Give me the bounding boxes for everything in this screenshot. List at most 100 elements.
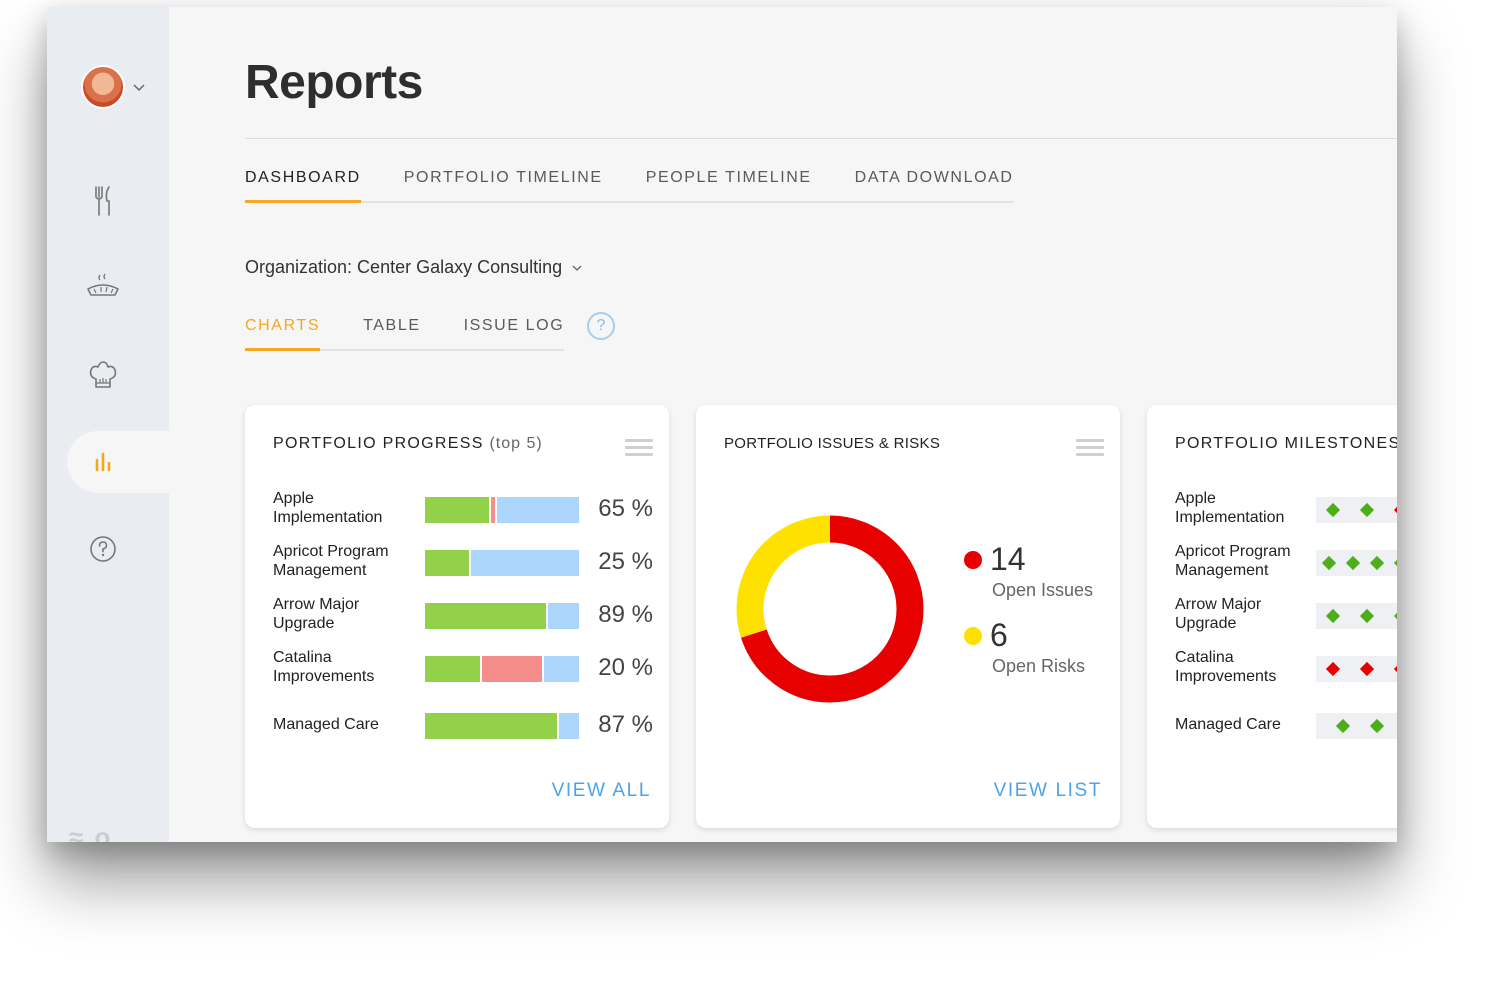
project-name: Apricot Program Management (273, 543, 389, 579)
progress-segment-remaining (471, 550, 579, 576)
project-name: Catalina Improvements (1175, 649, 1277, 685)
tab-people-timeline[interactable]: PEOPLE TIMELINE (645, 169, 812, 186)
progress-segment-late (481, 656, 544, 682)
milestone-diamond-icon (1359, 502, 1375, 518)
project-name: Managed Care (273, 716, 379, 733)
milestone-row[interactable]: Catalina Improvements (1175, 648, 1397, 688)
progress-segment-remaining (548, 603, 579, 629)
milestone-row[interactable]: Arrow Major Upgrade (1175, 595, 1397, 635)
chevron-down-icon[interactable] (131, 79, 147, 95)
open-risks-count: 6 (990, 617, 1008, 653)
project-name: Apple Implementation (1175, 490, 1285, 526)
progress-segment-done (425, 713, 559, 739)
progress-bar (425, 713, 579, 739)
milestone-track (1316, 603, 1397, 629)
help-button[interactable]: ? (587, 312, 615, 340)
progress-row[interactable]: Catalina Improvements 20 % (273, 648, 653, 688)
yellow-dot-icon (964, 626, 982, 645)
portfolio-progress-card: PORTFOLIO PROGRESS (top 5) Apple Impleme… (245, 405, 669, 828)
divider (245, 138, 1397, 139)
sub-tab-bar: CHARTS TABLE ISSUE LOG (245, 317, 565, 351)
open-issues-count: 14 (990, 541, 1026, 577)
main-tab-bar: DASHBOARD PORTFOLIO TIMELINE PEOPLE TIME… (245, 169, 1014, 203)
tab-portfolio-timeline[interactable]: PORTFOLIO TIMELINE (403, 169, 603, 186)
milestone-diamond-icon (1325, 661, 1341, 677)
milestone-row[interactable]: Apple Implementation (1175, 489, 1397, 529)
project-name: Apple Implementation (273, 490, 383, 526)
main-content: Reports DASHBOARD PORTFOLIO TIMELINE PEO… (245, 7, 1397, 842)
card-subtitle: (top 5) (489, 435, 543, 452)
risks-legend-item: 6 Open Risks (964, 617, 1085, 677)
hamburger-menu-icon[interactable] (1076, 439, 1104, 459)
organization-select[interactable]: Organization: Center Galaxy Consulting (245, 257, 584, 278)
milestone-track (1316, 656, 1397, 682)
progress-percent: 25 % (598, 548, 653, 575)
progress-segment-done (425, 603, 549, 629)
milestone-diamond-icon (1393, 502, 1397, 518)
tab-data-download[interactable]: DATA DOWNLOAD (854, 169, 1014, 186)
progress-row[interactable]: Apricot Program Management 25 % (273, 542, 653, 582)
issues-legend-item: 14 Open Issues (964, 541, 1093, 601)
chevron-down-icon (572, 265, 582, 271)
progress-percent: 20 % (598, 654, 653, 681)
progress-bar (425, 497, 579, 523)
milestone-diamond-icon (1345, 555, 1361, 571)
portfolio-issues-card: PORTFOLIO ISSUES & RISKS 14 Open Issues … (696, 405, 1120, 828)
progress-row[interactable]: Managed Care 87 % (273, 705, 653, 745)
milestone-diamond-icon (1369, 718, 1385, 734)
avatar[interactable] (81, 65, 125, 109)
chef-hat-icon[interactable] (85, 357, 121, 393)
project-name: Managed Care (1175, 716, 1281, 733)
milestone-diamond-icon (1359, 608, 1375, 624)
milestone-diamond-icon (1335, 718, 1351, 734)
progress-row[interactable]: Apple Implementation 65 % (273, 489, 653, 529)
hamburger-menu-icon[interactable] (625, 439, 653, 459)
project-name: Arrow Major Upgrade (1175, 596, 1262, 632)
milestone-diamond-icon (1321, 555, 1337, 571)
organization-label: Organization: Center Galaxy Consulting (245, 257, 563, 277)
progress-segment-remaining (497, 497, 579, 523)
red-dot-icon (964, 550, 982, 569)
milestone-diamond-icon (1393, 661, 1397, 677)
milestone-track (1316, 497, 1397, 523)
progress-segment-done (425, 656, 482, 682)
card-title: PORTFOLIO MILESTONES (1175, 435, 1397, 452)
app-window: ≈ o Reports DASHBOARD PORTFOLIO TIMELINE… (47, 7, 1397, 842)
progress-segment-done (425, 497, 492, 523)
sidebar: ≈ o (47, 7, 207, 842)
view-all-link[interactable]: VIEW ALL (551, 780, 651, 801)
view-list-link[interactable]: VIEW LIST (993, 780, 1102, 801)
progress-segment-late (491, 497, 498, 523)
progress-percent: 89 % (598, 601, 653, 628)
sidebar-active-highlight (67, 431, 207, 493)
milestone-diamond-icon (1359, 661, 1375, 677)
tab-table[interactable]: TABLE (363, 317, 421, 334)
milestone-row[interactable]: Apricot Program Management (1175, 542, 1397, 582)
progress-row[interactable]: Arrow Major Upgrade 89 % (273, 595, 653, 635)
help-icon[interactable] (85, 531, 121, 567)
progress-percent: 65 % (598, 495, 653, 522)
progress-bar (425, 656, 579, 682)
tab-issue-log[interactable]: ISSUE LOG (463, 317, 565, 334)
project-name: Catalina Improvements (273, 649, 375, 685)
utensils-icon[interactable] (85, 183, 121, 219)
open-risks-label: Open Risks (992, 656, 1086, 676)
progress-segment-remaining (543, 656, 579, 682)
milestone-diamond-icon (1325, 502, 1341, 518)
project-name: Apricot Program Management (1175, 543, 1291, 579)
donut-slice-open-risks[interactable] (736, 515, 924, 703)
tab-charts[interactable]: CHARTS (245, 317, 321, 351)
bar-chart-icon[interactable] (85, 444, 121, 480)
milestone-track (1316, 713, 1397, 739)
progress-segment-done (425, 550, 472, 576)
page-title: Reports (245, 56, 423, 109)
milestone-track (1316, 550, 1397, 576)
milestone-row[interactable]: Managed Care (1175, 705, 1397, 745)
pie-icon[interactable] (85, 269, 121, 305)
progress-bar (425, 603, 579, 629)
card-title: PORTFOLIO PROGRESS (top 5) (273, 435, 543, 453)
card-title: PORTFOLIO ISSUES & RISKS (724, 435, 941, 452)
tab-dashboard[interactable]: DASHBOARD (245, 169, 361, 203)
card-title-text: PORTFOLIO PROGRESS (273, 435, 484, 452)
portfolio-milestones-card: PORTFOLIO MILESTONES Apple Implementatio… (1147, 405, 1397, 828)
